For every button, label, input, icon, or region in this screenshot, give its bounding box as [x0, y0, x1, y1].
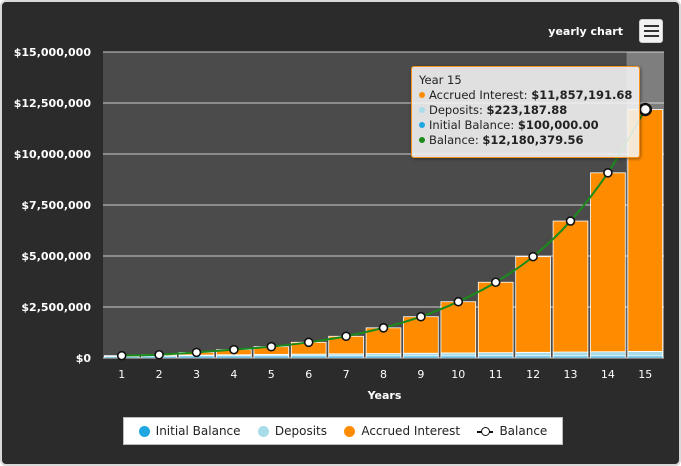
balance-point: [490, 277, 501, 288]
x-tick-label: 7: [343, 368, 350, 381]
tooltip-label: Deposits:: [429, 103, 487, 117]
y-tick-label: $2,500,000: [21, 301, 91, 314]
balance-point: [191, 347, 202, 358]
x-tick-label: 13: [564, 368, 578, 381]
tooltip-dot: [419, 91, 425, 98]
legend-dot-icon: [344, 425, 356, 437]
tooltip-value: $12,180,379.56: [482, 133, 584, 147]
tooltip-dot: [419, 136, 425, 143]
menu-line: [643, 30, 659, 32]
balance-point: [453, 296, 464, 307]
legend-item-balance[interactable]: Balance: [477, 424, 547, 438]
menu-line: [643, 25, 659, 27]
tooltip-value: $223,187.88: [486, 103, 568, 117]
y-tick-label: $10,000,000: [14, 148, 92, 161]
tooltip-title: Year 15: [419, 73, 462, 87]
balance-point: [229, 344, 239, 355]
x-tick-label: 6: [305, 368, 312, 381]
tooltip-row-balance: Balance: $12,180,379.56: [419, 133, 632, 148]
bar-accrued-interest: [515, 256, 551, 353]
chart-legend: Initial Balance Deposits Accrued Interes…: [123, 417, 563, 445]
x-tick-label: 15: [638, 368, 652, 381]
legend-label: Balance: [499, 424, 548, 438]
balance-point: [528, 251, 538, 262]
tooltip-dot: [419, 121, 425, 128]
x-tick-label: 5: [268, 368, 275, 381]
x-tick-label: 2: [156, 368, 163, 381]
legend-dot-icon: [257, 425, 269, 437]
balance-point: [266, 341, 277, 352]
bar-deposits: [440, 352, 477, 357]
tooltip-dot: [419, 106, 425, 113]
x-tick-label: 1: [118, 368, 125, 381]
legend-item-initial-balance[interactable]: Initial Balance: [138, 424, 241, 438]
balance-point: [116, 350, 127, 361]
tooltip-row-interest: Accrued Interest: $11,857,191.68: [419, 88, 632, 103]
bar-deposits: [403, 352, 439, 357]
x-tick-label: 12: [526, 368, 540, 381]
x-tick-label: 10: [451, 368, 465, 381]
tooltip-value: $11,857,191.68: [531, 88, 633, 102]
balance-point: [341, 331, 351, 342]
tooltip-label: Balance:: [429, 133, 483, 147]
x-tick-label: 3: [193, 368, 200, 381]
bar-deposits: [515, 351, 551, 357]
balance-point: [565, 216, 576, 226]
bar-accrued-interest: [477, 281, 514, 354]
bar-deposits: [552, 351, 589, 357]
x-tick-label: 4: [230, 368, 237, 381]
bar-deposits: [627, 351, 664, 357]
hamburger-menu-icon[interactable]: [639, 19, 663, 43]
tooltip-row-deposits: Deposits: $223,187.88: [419, 103, 632, 118]
x-tick-label: 14: [601, 368, 615, 381]
x-tick-label: 9: [417, 368, 424, 381]
bar-accrued-interest: [552, 220, 589, 353]
y-tick-label: $15,000,000: [14, 46, 92, 59]
balance-point: [154, 349, 164, 360]
tooltip: Year 15 Accrued Interest: $11,857,191.68…: [411, 66, 640, 158]
y-tick-label: $0: [76, 352, 92, 365]
y-tick-label: $12,500,000: [14, 97, 92, 110]
balance-point: [638, 102, 653, 117]
tooltip-label: Initial Balance:: [429, 118, 518, 132]
x-tick-label: 8: [380, 368, 387, 381]
y-tick-label: $5,000,000: [21, 250, 91, 263]
tooltip-label: Accrued Interest:: [429, 88, 532, 102]
chart-title: yearly chart: [548, 25, 623, 38]
balance-point: [378, 323, 389, 333]
legend-label: Deposits: [274, 424, 327, 438]
tooltip-row-initial: Initial Balance: $100,000.00: [419, 118, 632, 133]
balance-point: [603, 168, 613, 178]
legend-line-icon: [477, 426, 494, 437]
bar-accrued-interest: [590, 172, 626, 353]
menu-line: [643, 35, 659, 37]
bar-deposits: [590, 351, 626, 357]
y-tick-label: $7,500,000: [21, 199, 91, 212]
legend-label: Accrued Interest: [361, 424, 461, 438]
bar-deposits: [477, 352, 514, 357]
balance-point: [303, 337, 314, 348]
legend-item-accrued-interest[interactable]: Accrued Interest: [344, 424, 460, 438]
x-tick-label: 11: [489, 368, 503, 381]
bar-accrued-interest: [403, 316, 439, 354]
legend-dot-icon: [138, 425, 150, 437]
bar-accrued-interest: [440, 301, 477, 354]
balance-point: [416, 311, 426, 322]
legend-label: Initial Balance: [155, 424, 241, 438]
x-axis-title: Years: [367, 389, 402, 402]
legend-item-deposits[interactable]: Deposits: [257, 424, 327, 438]
tooltip-value: $100,000.00: [517, 118, 599, 132]
